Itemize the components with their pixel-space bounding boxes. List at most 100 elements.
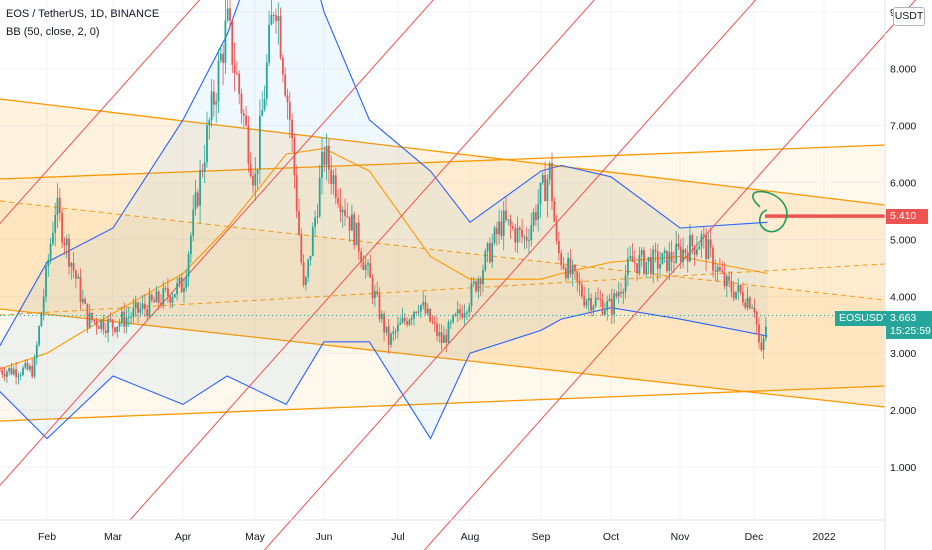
currency-button[interactable]: USDT [893, 7, 925, 26]
candle-body [574, 265, 576, 272]
symbol-legend[interactable]: EOS / TetherUS, 1D, BINANCE [6, 8, 160, 20]
candle-body [295, 175, 298, 212]
candle-body [194, 192, 197, 210]
candle-body [323, 151, 326, 165]
candle-body [180, 277, 183, 293]
candle-body [576, 271, 579, 282]
candle-body [443, 335, 445, 343]
candle-body [507, 219, 510, 221]
green-circle-annotation [752, 190, 788, 233]
candle-body [254, 173, 257, 186]
candle-body [472, 281, 475, 284]
candle-body [268, 24, 270, 63]
candle-body [217, 60, 220, 102]
candle-body [737, 285, 740, 292]
candle-body [305, 277, 307, 286]
candle-body [47, 259, 50, 266]
candle-body [146, 309, 149, 317]
candle-body [546, 179, 549, 202]
candle-body [762, 338, 765, 350]
time-tick-label: Jun [316, 531, 333, 543]
candle-body [213, 91, 215, 105]
candle-body [95, 320, 98, 327]
candle-body [8, 367, 11, 372]
symbol-name-label: EOSUSDT [839, 312, 890, 324]
candle-body [42, 296, 45, 313]
candle-body [61, 213, 63, 243]
candle-body [502, 210, 505, 236]
candle-body [702, 234, 705, 236]
candle-body [629, 256, 632, 259]
candle-body [104, 330, 107, 334]
candle-body [650, 257, 652, 275]
candle-body [686, 252, 689, 262]
candle-body [58, 197, 61, 214]
candle-body [318, 177, 321, 217]
time-tick-label: Nov [671, 531, 690, 543]
candle-body [449, 322, 452, 324]
candle-body [40, 312, 43, 327]
candle-body [652, 249, 655, 275]
candle-body [484, 251, 487, 271]
candle-body [461, 313, 464, 318]
candle-body [539, 182, 542, 205]
candle-body [24, 362, 27, 368]
candle-body [525, 237, 528, 241]
time-tick-label: Apr [175, 531, 192, 543]
candle-body [19, 375, 22, 377]
bb-fill [0, 0, 768, 439]
candle-body [755, 312, 758, 325]
candle-body [109, 318, 112, 320]
candle-body [196, 192, 199, 206]
indicator-legend[interactable]: BB (50, close, 2, 0) [6, 26, 100, 38]
candle-body [383, 313, 385, 333]
candle-body [617, 291, 620, 297]
candle-body [698, 246, 701, 250]
candle-body [226, 8, 229, 21]
candle-body [613, 293, 615, 315]
candle-body [679, 246, 682, 262]
candle-body [585, 300, 588, 306]
candle-body [528, 240, 530, 242]
candle-body [684, 249, 687, 253]
candle-body [307, 259, 310, 278]
candle-body [26, 362, 29, 370]
candle-body [75, 270, 77, 279]
candle-body [647, 257, 650, 262]
candle-body [259, 115, 261, 170]
channel-upper-fill [0, 99, 885, 300]
candle-body [0, 370, 1, 372]
candle-body [65, 238, 68, 246]
candle-body [659, 264, 661, 269]
candle-body [84, 298, 86, 304]
candle-body [571, 265, 574, 275]
plot-area [0, 0, 885, 520]
candle-body [555, 221, 558, 241]
candle-body [422, 302, 425, 306]
candle-body [645, 261, 648, 274]
candle-body [157, 291, 160, 303]
channel-upper-line [0, 98, 886, 206]
candle-body [275, 15, 277, 21]
candle-body [491, 242, 494, 263]
candle-body [606, 300, 609, 311]
candle-body [277, 16, 280, 21]
candle-body [88, 312, 91, 328]
orange-channel [0, 98, 886, 422]
candle-body [385, 326, 388, 333]
channel-rising-upper [0, 144, 886, 180]
candle-body [314, 217, 316, 228]
candle-body [364, 265, 367, 270]
candle-body [532, 212, 535, 226]
candle-body [548, 163, 551, 180]
candle-body [12, 369, 15, 375]
candle-body [620, 291, 622, 294]
candle-body [240, 93, 243, 114]
candle-body [735, 291, 737, 299]
candle-body [219, 53, 222, 61]
candle-body [236, 72, 238, 74]
candle-body [360, 251, 362, 262]
